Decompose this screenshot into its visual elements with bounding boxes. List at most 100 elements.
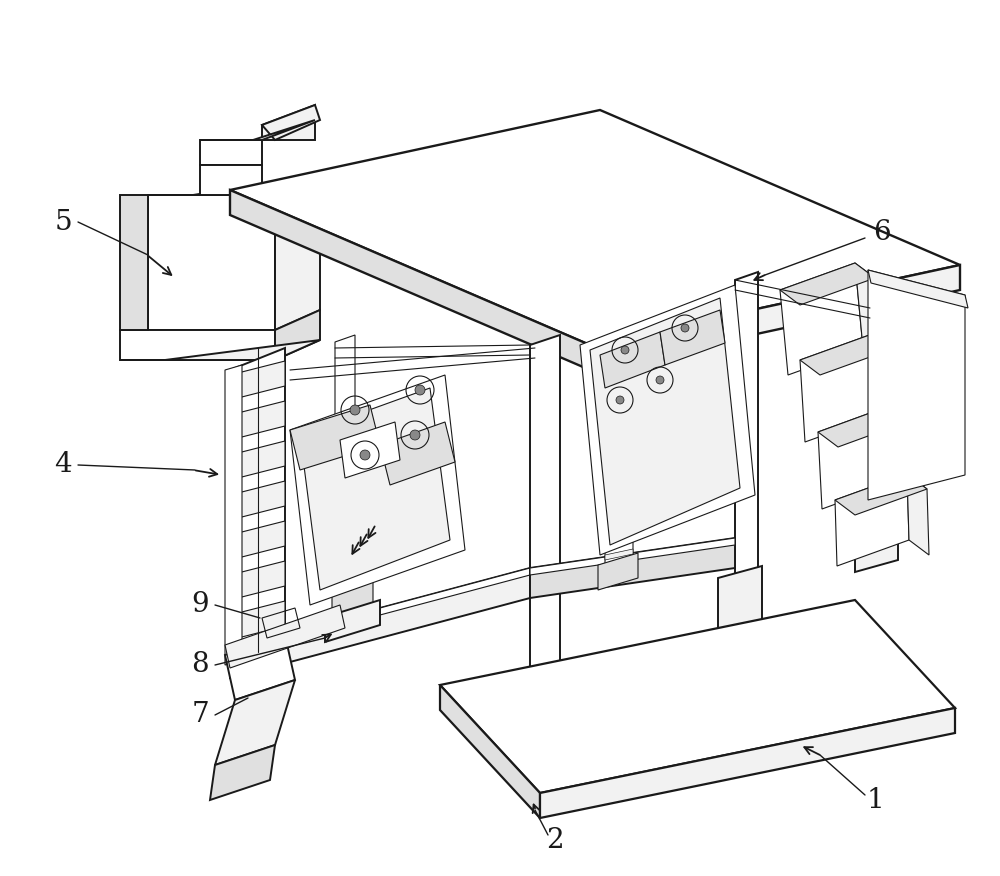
Text: 6: 6 [873,218,891,245]
Text: 9: 9 [191,591,209,618]
Polygon shape [512,678,568,747]
Polygon shape [148,195,275,330]
Text: 5: 5 [54,208,72,236]
Polygon shape [800,333,880,442]
Polygon shape [200,140,262,165]
Polygon shape [892,405,916,497]
Polygon shape [780,263,875,305]
Polygon shape [340,422,400,478]
Polygon shape [855,516,898,572]
Text: 8: 8 [191,652,209,679]
Circle shape [681,324,689,332]
Polygon shape [875,333,900,430]
Polygon shape [835,474,909,566]
Polygon shape [868,270,968,308]
Circle shape [350,405,360,415]
Circle shape [410,430,420,440]
Polygon shape [340,514,368,525]
Polygon shape [230,481,285,520]
Circle shape [616,396,624,404]
Polygon shape [230,441,285,480]
Polygon shape [590,265,960,370]
Polygon shape [335,476,373,504]
Polygon shape [340,482,368,598]
Text: 4: 4 [54,451,72,478]
Polygon shape [530,538,735,575]
Polygon shape [290,375,465,605]
Polygon shape [600,332,665,388]
Circle shape [656,376,664,384]
Polygon shape [262,105,320,140]
Polygon shape [200,165,262,195]
Polygon shape [230,110,960,345]
Polygon shape [340,529,368,540]
Polygon shape [340,544,368,555]
Polygon shape [225,605,345,668]
Polygon shape [598,453,638,484]
Polygon shape [300,388,450,590]
Polygon shape [275,175,320,330]
Polygon shape [275,310,320,360]
Polygon shape [835,474,927,515]
Polygon shape [870,297,893,538]
Polygon shape [230,401,285,440]
Polygon shape [868,270,965,500]
Circle shape [621,346,629,354]
Text: 7: 7 [191,702,209,729]
Polygon shape [290,405,380,470]
Polygon shape [325,600,380,642]
Polygon shape [120,330,275,360]
Polygon shape [440,600,955,793]
Polygon shape [605,549,633,560]
Polygon shape [230,361,285,400]
Polygon shape [590,298,740,545]
Polygon shape [340,559,368,570]
Polygon shape [230,568,530,678]
Polygon shape [855,263,883,363]
Polygon shape [262,105,315,140]
Polygon shape [540,708,955,818]
Polygon shape [225,365,242,665]
Polygon shape [605,519,633,530]
Polygon shape [605,489,633,500]
Text: 2: 2 [546,826,564,853]
Polygon shape [718,566,762,632]
Polygon shape [332,578,373,617]
Polygon shape [735,272,758,588]
Polygon shape [818,405,912,447]
Polygon shape [230,601,285,640]
Polygon shape [230,568,530,655]
Polygon shape [512,730,568,772]
Polygon shape [120,340,320,360]
Polygon shape [530,538,735,598]
Polygon shape [120,195,148,330]
Circle shape [415,385,425,395]
Polygon shape [605,460,633,573]
Circle shape [360,450,370,460]
Polygon shape [580,285,755,555]
Polygon shape [340,499,368,510]
Polygon shape [605,534,633,545]
Polygon shape [215,680,295,765]
Polygon shape [780,263,863,375]
Polygon shape [210,745,275,800]
Polygon shape [605,504,633,515]
Polygon shape [818,405,896,509]
Polygon shape [230,561,285,600]
Polygon shape [660,310,725,365]
Polygon shape [230,190,590,370]
Polygon shape [907,474,929,555]
Polygon shape [605,474,633,485]
Polygon shape [230,521,285,560]
Text: 1: 1 [866,787,884,814]
Polygon shape [530,335,560,700]
Polygon shape [335,335,355,632]
Polygon shape [800,333,895,375]
Polygon shape [440,685,540,818]
Polygon shape [380,422,455,485]
Polygon shape [200,120,315,140]
Polygon shape [148,175,320,195]
Polygon shape [225,635,295,700]
Polygon shape [340,574,368,585]
Polygon shape [230,348,285,652]
